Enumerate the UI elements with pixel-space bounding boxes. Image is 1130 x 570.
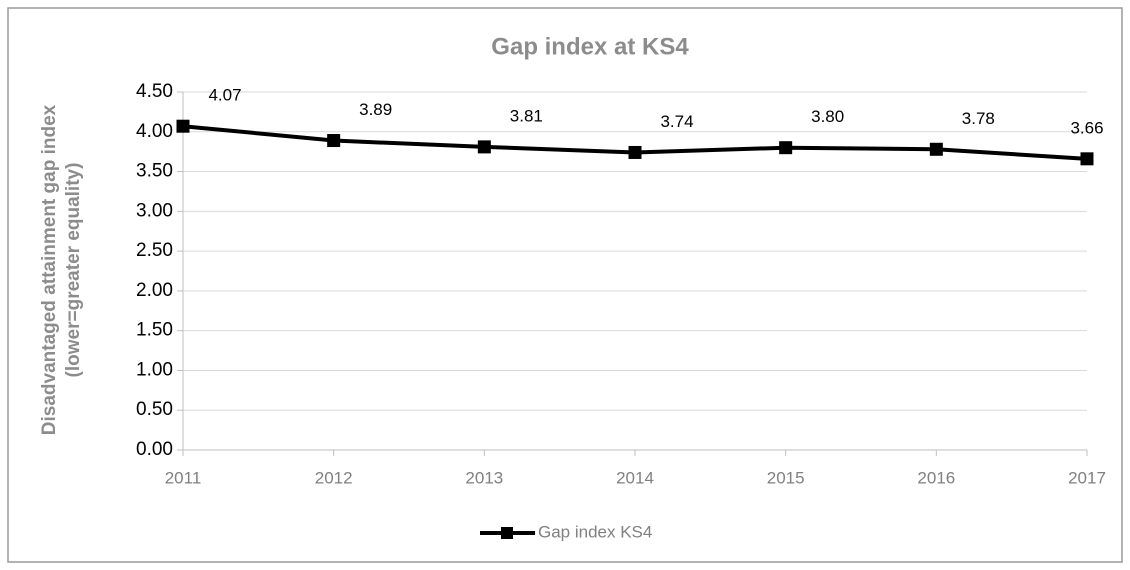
- x-tick-label: 2012: [315, 468, 353, 487]
- value-label: 3.74: [660, 112, 693, 131]
- y-tick-label: 1.00: [136, 359, 173, 380]
- y-tick-label: 1.50: [136, 320, 173, 341]
- value-label: 3.81: [510, 106, 543, 125]
- y-tick-label: 2.00: [136, 280, 173, 301]
- marker: [628, 145, 642, 159]
- value-label: 3.78: [962, 109, 995, 128]
- y-tick-label: 0.50: [136, 399, 173, 420]
- legend-marker: [501, 527, 513, 539]
- y-tick-label: 2.50: [136, 240, 173, 261]
- value-label: 3.80: [811, 107, 844, 126]
- y-axis-label-line: Disadvantaged attainment gap index: [39, 104, 60, 435]
- y-axis-label-line: (lower=greater equality): [63, 163, 84, 378]
- y-axis-label: Disadvantaged attainment gap index (lowe…: [39, 104, 84, 435]
- chart-frame: [7, 7, 1123, 563]
- value-label: 4.07: [208, 86, 241, 105]
- x-tick-label: 2013: [465, 468, 503, 487]
- y-tick-label: 3.50: [136, 161, 173, 182]
- value-label: 3.89: [359, 100, 392, 119]
- x-tick-label: 2015: [767, 468, 805, 487]
- y-tick-label: 3.00: [136, 200, 173, 221]
- x-tick-label: 2014: [616, 468, 654, 487]
- marker: [176, 119, 190, 133]
- y-tick-label: 0.00: [136, 439, 173, 460]
- marker: [477, 140, 491, 154]
- x-tick-label: 2011: [165, 468, 202, 487]
- x-tick-label: 2016: [917, 468, 955, 487]
- y-tick-label: 4.50: [136, 81, 173, 102]
- value-label: 3.66: [1070, 118, 1103, 137]
- chart-title: Gap index at KS4: [491, 33, 689, 60]
- legend-label: Gap index KS4: [538, 522, 652, 541]
- marker: [1080, 152, 1094, 166]
- marker: [327, 134, 341, 148]
- marker: [779, 141, 793, 155]
- x-tick-label: 2017: [1068, 468, 1106, 487]
- y-tick-label: 4.00: [136, 121, 173, 142]
- marker: [929, 142, 943, 156]
